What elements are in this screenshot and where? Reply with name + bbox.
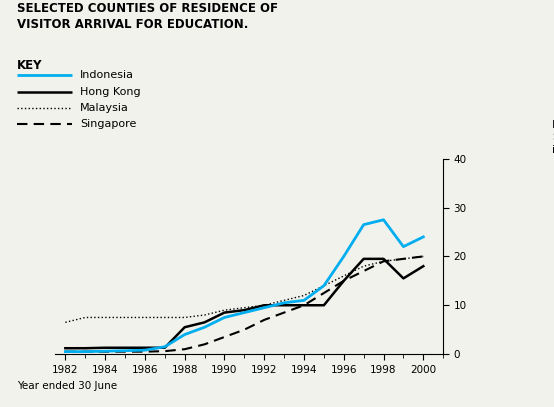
Text: Malaysia: Malaysia: [80, 103, 129, 113]
Text: VISITOR ARRIVAL FOR EDUCATION.: VISITOR ARRIVAL FOR EDUCATION.: [17, 18, 248, 31]
Text: Number of
Students
in 1000s: Number of Students in 1000s: [552, 120, 554, 155]
Text: Hong Kong: Hong Kong: [80, 87, 141, 96]
Text: Year ended 30 June: Year ended 30 June: [17, 381, 117, 391]
Text: KEY: KEY: [17, 59, 42, 72]
Text: Indonesia: Indonesia: [80, 70, 134, 80]
Text: SELECTED COUNTIES OF RESIDENCE OF: SELECTED COUNTIES OF RESIDENCE OF: [17, 2, 278, 15]
Text: Singapore: Singapore: [80, 119, 137, 129]
